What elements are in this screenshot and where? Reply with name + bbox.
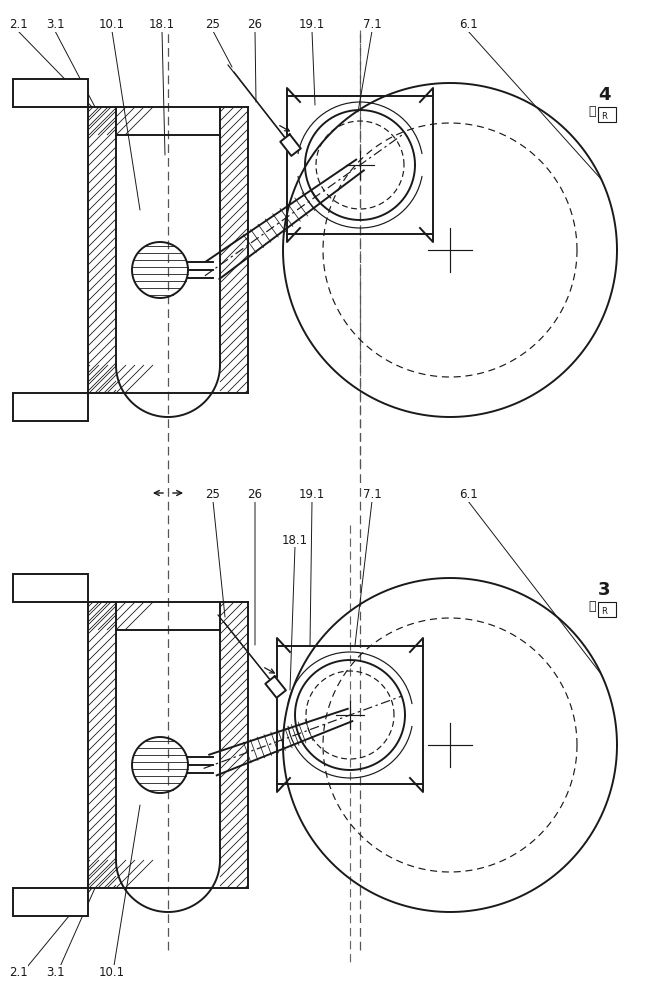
Text: 26: 26 <box>248 488 263 502</box>
Text: 10.1: 10.1 <box>99 18 125 31</box>
Text: 6.1: 6.1 <box>459 18 477 31</box>
Bar <box>598 107 616 122</box>
Text: 3: 3 <box>598 581 610 599</box>
Text: 18.1: 18.1 <box>149 18 175 31</box>
Text: 图: 图 <box>588 600 596 613</box>
Text: 25: 25 <box>206 18 220 31</box>
Polygon shape <box>280 134 301 156</box>
Text: 25: 25 <box>206 488 220 502</box>
Text: 19.1: 19.1 <box>299 488 325 502</box>
Text: 19.1: 19.1 <box>299 18 325 31</box>
Bar <box>13 393 88 421</box>
Text: R: R <box>601 112 607 121</box>
Text: 3.1: 3.1 <box>46 966 64 978</box>
Polygon shape <box>265 676 286 698</box>
Text: R: R <box>601 607 607 616</box>
Text: 26: 26 <box>248 18 263 31</box>
Text: 6.1: 6.1 <box>459 488 477 502</box>
Text: 10.1: 10.1 <box>99 966 125 978</box>
Bar <box>13 79 88 107</box>
Text: 2.1: 2.1 <box>9 966 27 978</box>
Bar <box>13 574 88 602</box>
Text: 图: 图 <box>588 105 596 118</box>
Bar <box>13 888 88 916</box>
Text: 4: 4 <box>598 86 610 104</box>
Text: 2.1: 2.1 <box>9 18 27 31</box>
Text: 18.1: 18.1 <box>282 534 308 546</box>
Text: 7.1: 7.1 <box>363 488 381 502</box>
Text: 7.1: 7.1 <box>363 18 381 31</box>
Bar <box>598 602 616 617</box>
Text: 3.1: 3.1 <box>46 18 64 31</box>
